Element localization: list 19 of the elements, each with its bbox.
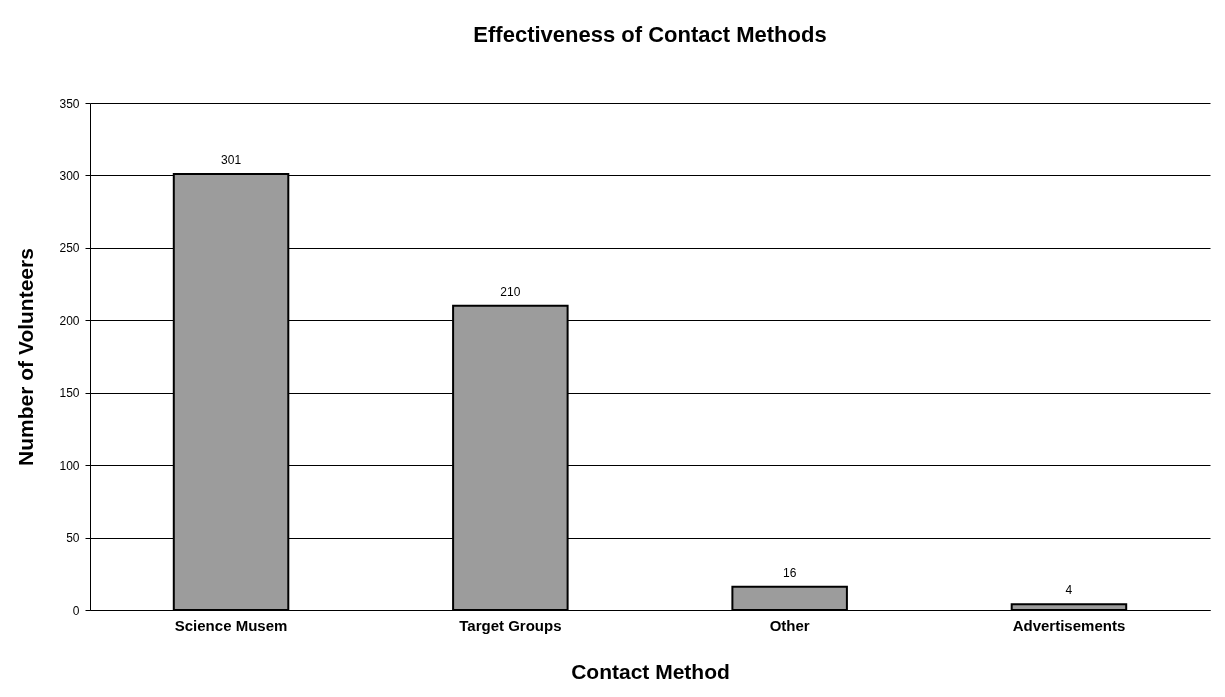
x-tick-label: Other <box>769 616 810 634</box>
y-tick-label: 250 <box>59 241 80 256</box>
y-tick-label: 350 <box>59 96 80 111</box>
y-tick-label: 150 <box>59 386 80 401</box>
y-tick-label: 50 <box>66 531 80 546</box>
x-axis-title: Contact Method <box>571 659 730 683</box>
chart-title: Effectiveness of Contact Methods <box>473 22 827 47</box>
data-label: 16 <box>782 565 797 580</box>
x-tick-label: Advertisements <box>1012 616 1126 634</box>
data-label: 301 <box>221 152 242 167</box>
y-axis-title: Number of Volunteers <box>14 248 38 466</box>
data-label: 210 <box>500 284 521 299</box>
y-tick-label: 300 <box>59 168 80 183</box>
y-tick-label: 200 <box>59 313 80 328</box>
y-tick-label: 100 <box>59 458 80 473</box>
x-tick-label: Science Musem <box>174 616 288 634</box>
data-label: 4 <box>1065 583 1073 598</box>
y-tick-label: 0 <box>72 603 80 618</box>
x-tick-label: Target Groups <box>459 616 562 634</box>
